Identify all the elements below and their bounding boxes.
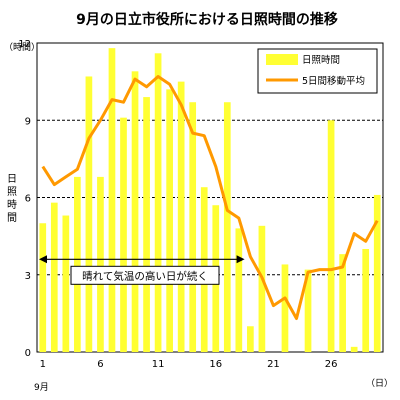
bar bbox=[327, 120, 335, 352]
y-axis-label-char: 照 bbox=[7, 186, 17, 198]
bar bbox=[247, 326, 254, 352]
x-tick-label: 11 bbox=[152, 359, 165, 370]
annotation-box bbox=[70, 265, 220, 285]
bar bbox=[108, 48, 116, 353]
y-tick-label: 9 bbox=[25, 116, 31, 127]
legend-label-bar: 日照時間 bbox=[302, 55, 340, 66]
annotation-arrowhead-left bbox=[39, 255, 47, 264]
annotation-arrowhead-right bbox=[236, 255, 245, 264]
y-axis-label-char: 間 bbox=[7, 212, 17, 224]
legend: 日照時間 5日間移動平均 bbox=[257, 48, 378, 94]
y-tick-label: 6 bbox=[25, 194, 31, 205]
legend-label-line: 5日間移動平均 bbox=[302, 75, 365, 87]
bar bbox=[339, 254, 346, 352]
bar bbox=[177, 81, 185, 352]
y-axis-label-char: 日 bbox=[7, 174, 17, 185]
bar bbox=[39, 223, 47, 352]
bar bbox=[362, 249, 370, 352]
bar bbox=[120, 117, 127, 352]
bar bbox=[154, 53, 162, 353]
moving-average-line bbox=[41, 75, 379, 320]
bar bbox=[223, 102, 231, 352]
y-ticks: 0 3 6 9 12 bbox=[18, 39, 31, 359]
legend-swatch-bar bbox=[266, 54, 298, 65]
x-tick-label: 6 bbox=[97, 359, 103, 370]
annotation: 晴れて気温の高い日が続く bbox=[39, 255, 245, 285]
bar bbox=[62, 215, 70, 352]
line-series bbox=[41, 75, 379, 320]
bar bbox=[235, 228, 243, 352]
bar bbox=[50, 202, 58, 352]
bar bbox=[304, 269, 312, 352]
bar bbox=[97, 176, 104, 352]
x-tick-label: 1 bbox=[40, 359, 46, 370]
bar-series bbox=[39, 48, 381, 353]
x-unit-label: （日） bbox=[366, 378, 393, 389]
y-unit-label: （時間） bbox=[4, 42, 40, 53]
bar bbox=[143, 97, 150, 352]
month-label: 9月 bbox=[34, 382, 49, 393]
x-ticks: 1 6 11 16 21 26 bbox=[40, 359, 338, 370]
bar bbox=[131, 71, 139, 352]
bar bbox=[189, 102, 197, 352]
bar bbox=[350, 346, 358, 352]
bar bbox=[281, 264, 289, 352]
x-tick-label: 26 bbox=[325, 359, 338, 370]
y-axis-label: 日照時間 bbox=[7, 174, 17, 224]
bar bbox=[258, 225, 266, 352]
y-tick-label: 12 bbox=[18, 39, 31, 50]
x-tick-label: 16 bbox=[209, 359, 222, 370]
bar bbox=[74, 176, 81, 352]
y-tick-label: 0 bbox=[25, 348, 31, 359]
bar bbox=[373, 194, 381, 352]
annotation-text: 晴れて気温の高い日が続く bbox=[82, 269, 208, 282]
bar bbox=[85, 76, 93, 352]
chart-title: 9月の日立市役所における日照時間の推移 bbox=[76, 11, 338, 28]
bar bbox=[166, 89, 173, 352]
y-axis-label-char: 時 bbox=[7, 199, 17, 211]
x-tick-label: 21 bbox=[267, 359, 280, 370]
y-tick-label: 3 bbox=[25, 271, 31, 282]
